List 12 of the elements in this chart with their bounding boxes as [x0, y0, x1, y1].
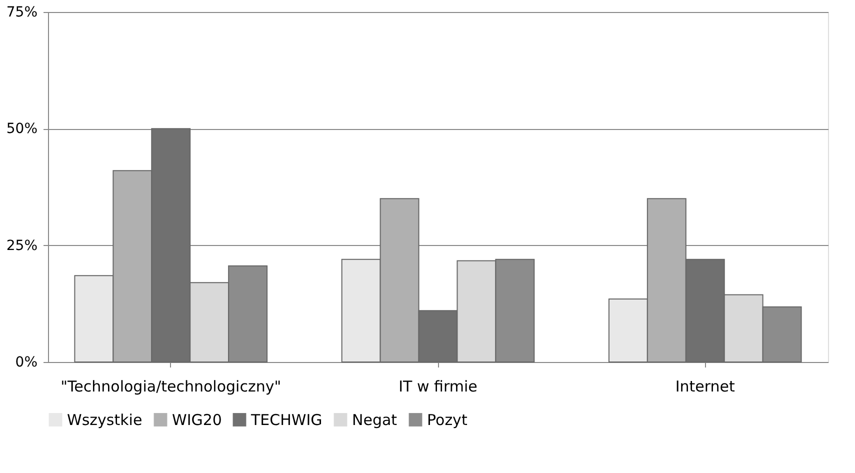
x-tick-label: Internet — [675, 378, 736, 396]
y-tick-label: 50% — [6, 121, 38, 138]
legend-label: Pozyt — [427, 410, 468, 429]
x-tick-label: "Technologia/technologiczny" — [60, 378, 282, 396]
legend-label: Negat — [352, 410, 398, 429]
y-tick-label: 0% — [15, 354, 38, 370]
legend-label: WIG20 — [172, 410, 222, 429]
legend-label: Wszystkie — [67, 410, 142, 429]
y-tick-label: 75% — [6, 4, 38, 20]
x-tick-label: IT w firmie — [398, 378, 478, 396]
legend-label: TECHWIG — [250, 410, 322, 429]
y-tick-label: 25% — [6, 238, 38, 254]
